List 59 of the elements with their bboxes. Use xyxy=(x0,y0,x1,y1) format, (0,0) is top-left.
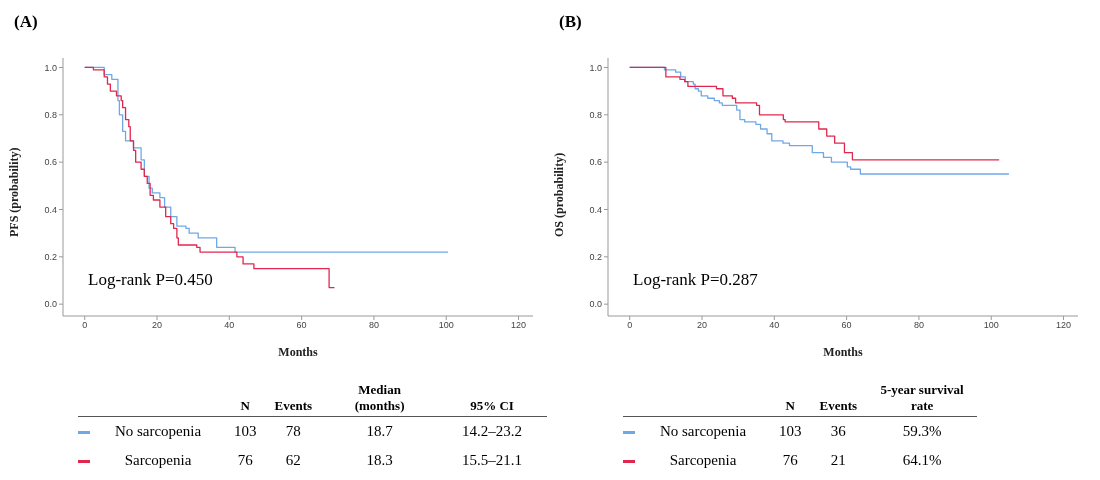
text: N xyxy=(784,397,796,415)
y-tick-label: 0.2 xyxy=(589,252,602,263)
x-tick-label: 80 xyxy=(913,320,924,331)
y-tick-label: 0.4 xyxy=(589,204,602,215)
text: 15.5–21.1 xyxy=(461,451,524,470)
text: 64.1% xyxy=(901,451,943,470)
x-tick-label: 40 xyxy=(769,320,780,331)
chart-title: (A) xyxy=(14,12,38,32)
text: 18.3 xyxy=(365,451,394,470)
x-tick-label: 0 xyxy=(82,320,88,331)
y-tick-label: 0.6 xyxy=(589,157,602,168)
text: 21 xyxy=(829,451,847,470)
chart-title: (B) xyxy=(559,12,582,32)
y-tick-label: 0.4 xyxy=(44,204,57,215)
legend-label: Sarcopenia xyxy=(123,452,193,469)
x-tick-label: 40 xyxy=(224,320,235,331)
text: 103 xyxy=(233,422,258,441)
y-tick-label: 0.8 xyxy=(589,110,602,120)
text: 18.7 xyxy=(365,422,394,441)
text: 78 xyxy=(284,422,302,441)
text: 76 xyxy=(236,451,254,470)
legend-label: No sarcopenia xyxy=(658,423,748,440)
text: 103 xyxy=(778,422,803,441)
y-tick-label: 1.0 xyxy=(44,62,57,73)
y-axis-title: PFS (probability) xyxy=(7,147,22,237)
x-tick-label: 120 xyxy=(1056,320,1072,331)
legend-label: No sarcopenia xyxy=(113,423,203,440)
y-tick-label: 0.6 xyxy=(44,157,57,168)
x-tick-label: 80 xyxy=(368,320,379,331)
text: Events xyxy=(818,397,859,415)
y-tick-label: 1.0 xyxy=(589,62,602,73)
text: 95% CI xyxy=(469,397,515,415)
y-tick-label: 0.8 xyxy=(44,110,57,120)
y-axis-title: OS (probability) xyxy=(552,152,567,237)
text: 36 xyxy=(829,422,847,441)
y-tick-label: 0.0 xyxy=(44,299,57,310)
annotation: Log-rank P=0.450 xyxy=(88,270,213,290)
x-axis-title: Months xyxy=(823,345,863,359)
x-tick-label: 20 xyxy=(151,320,163,331)
annotation: Log-rank P=0.287 xyxy=(633,270,758,290)
x-tick-label: 100 xyxy=(983,320,999,331)
text: 14.2–23.2 xyxy=(461,422,524,441)
x-tick-label: 60 xyxy=(296,320,307,331)
x-tick-label: 120 xyxy=(511,320,527,331)
text: N xyxy=(239,397,251,415)
x-tick-label: 100 xyxy=(438,320,454,331)
legend-label: Sarcopenia xyxy=(668,452,738,469)
x-tick-label: 20 xyxy=(696,320,708,331)
x-tick-label: 60 xyxy=(841,320,852,331)
text: Median (months) xyxy=(353,381,406,415)
text: Events xyxy=(273,397,314,415)
text: 76 xyxy=(781,451,799,470)
x-axis-title: Months xyxy=(278,345,318,359)
text: 59.3% xyxy=(901,422,943,441)
text: 5-year survival rate xyxy=(879,381,965,415)
text: 62 xyxy=(284,451,302,470)
y-tick-label: 0.0 xyxy=(589,299,602,310)
x-tick-label: 0 xyxy=(627,320,633,331)
y-tick-label: 0.2 xyxy=(44,252,57,263)
